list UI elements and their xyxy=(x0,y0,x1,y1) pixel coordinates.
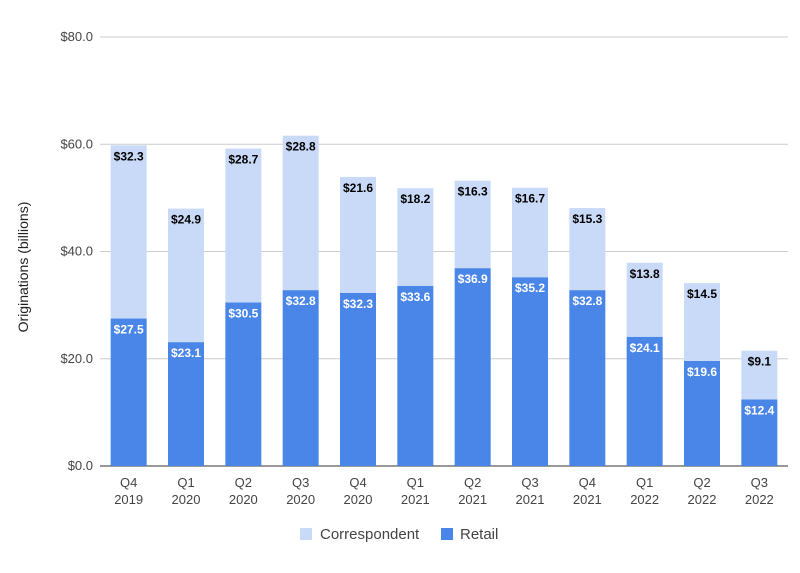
retail-bar xyxy=(512,277,548,466)
correspondent-data-label: $13.8 xyxy=(630,267,660,281)
x-tick-year: 2022 xyxy=(745,492,774,507)
x-axis-ticks: Q4 2019 Q1 2020 Q2 2020 Q3 2020 Q4 2020 Q1 2021 Q2 20… xyxy=(114,475,774,507)
retail-data-label: $32.3 xyxy=(343,297,373,311)
x-tick-year: 2020 xyxy=(229,492,258,507)
x-tick-year: 2021 xyxy=(516,492,545,507)
correspondent-data-label: $28.7 xyxy=(228,153,258,167)
correspondent-bar xyxy=(684,283,720,361)
x-tick-quarter: Q4 xyxy=(120,475,137,490)
x-tick-year: 2020 xyxy=(286,492,315,507)
y-tick-label: $80.0 xyxy=(60,29,93,44)
x-tick-year: 2020 xyxy=(172,492,201,507)
correspondent-data-label: $28.8 xyxy=(286,140,316,154)
x-tick-quarter: Q4 xyxy=(349,475,366,490)
y-tick-label: $40.0 xyxy=(60,244,93,259)
x-tick-quarter: Q4 xyxy=(579,475,596,490)
retail-data-label: $12.4 xyxy=(744,404,774,418)
correspondent-bar xyxy=(110,145,147,319)
correspondent-data-label: $15.3 xyxy=(572,212,602,226)
correspondent-bar xyxy=(340,176,376,293)
retail-bar xyxy=(282,290,319,466)
retail-data-label: $24.1 xyxy=(630,341,660,355)
x-tick-year: 2022 xyxy=(688,492,717,507)
legend-swatch-retail xyxy=(441,528,453,540)
retail-data-label: $33.6 xyxy=(400,290,430,304)
legend-label-correspondent: Correspondent xyxy=(320,526,420,543)
data-labels: $27.5 $32.3 $23.1 $24.9 $30.5 $28.7 $32.8 $28.8… xyxy=(114,140,775,418)
retail-data-label: $19.6 xyxy=(687,365,717,379)
x-tick-quarter: Q1 xyxy=(407,475,424,490)
correspondent-data-label: $32.3 xyxy=(114,149,144,163)
correspondent-data-label: $14.5 xyxy=(687,287,717,301)
correspondent-data-label: $21.6 xyxy=(343,181,373,195)
x-tick-year: 2021 xyxy=(573,492,602,507)
correspondent-data-label: $16.3 xyxy=(458,185,488,199)
retail-data-label: $32.8 xyxy=(572,294,602,308)
correspondent-bar xyxy=(282,135,319,291)
x-tick-quarter: Q2 xyxy=(464,475,481,490)
correspondent-bar xyxy=(626,262,663,337)
correspondent-bar xyxy=(741,350,778,400)
retail-data-label: $23.1 xyxy=(171,346,201,360)
x-tick-quarter: Q3 xyxy=(292,475,309,490)
x-tick-year: 2021 xyxy=(458,492,487,507)
correspondent-data-label: $24.9 xyxy=(171,213,201,227)
x-tick-year: 2019 xyxy=(114,492,143,507)
correspondent-bar xyxy=(168,208,204,343)
y-tick-label: $20.0 xyxy=(60,351,93,366)
x-tick-year: 2022 xyxy=(630,492,659,507)
y-tick-label: $0.0 xyxy=(68,458,93,473)
retail-data-label: $30.5 xyxy=(228,306,258,320)
x-tick-quarter: Q1 xyxy=(177,475,194,490)
retail-bar xyxy=(397,285,434,466)
y-tick-label: $60.0 xyxy=(60,136,93,151)
retail-bar xyxy=(569,290,606,466)
legend-swatch-correspondent xyxy=(300,528,312,540)
x-tick-quarter: Q3 xyxy=(751,475,768,490)
correspondent-bar xyxy=(225,148,262,303)
retail-bar xyxy=(741,399,778,466)
x-tick-year: 2020 xyxy=(344,492,373,507)
retail-bar xyxy=(684,360,720,466)
retail-bar xyxy=(110,318,147,466)
correspondent-bar xyxy=(397,188,434,286)
bars xyxy=(110,135,778,466)
correspondent-data-label: $16.7 xyxy=(515,192,545,206)
legend-label-retail: Retail xyxy=(460,526,498,543)
x-tick-year: 2021 xyxy=(401,492,430,507)
retail-bar xyxy=(340,292,376,466)
retail-data-label: $36.9 xyxy=(458,272,488,286)
correspondent-bar xyxy=(512,187,548,278)
gridlines xyxy=(100,36,788,467)
retail-data-label: $27.5 xyxy=(114,323,144,337)
y-axis-ticks: $0.0 $20.0 $40.0 $60.0 $80.0 xyxy=(60,29,93,473)
retail-data-label: $35.2 xyxy=(515,281,545,295)
legend: Correspondent Retail xyxy=(300,526,498,543)
retail-bar xyxy=(225,302,262,466)
x-tick-quarter: Q2 xyxy=(693,475,710,490)
retail-bar xyxy=(454,268,491,466)
y-axis-title: Originations (billions) xyxy=(15,202,31,333)
correspondent-data-label: $18.2 xyxy=(400,192,430,206)
retail-bar xyxy=(168,342,204,466)
x-tick-quarter: Q3 xyxy=(521,475,538,490)
correspondent-data-label: $9.1 xyxy=(748,355,772,369)
correspondent-bar xyxy=(569,208,606,291)
x-tick-quarter: Q1 xyxy=(636,475,653,490)
retail-bar xyxy=(626,336,663,466)
x-tick-quarter: Q2 xyxy=(235,475,252,490)
correspondent-bar xyxy=(454,180,491,269)
retail-data-label: $32.8 xyxy=(286,294,316,308)
